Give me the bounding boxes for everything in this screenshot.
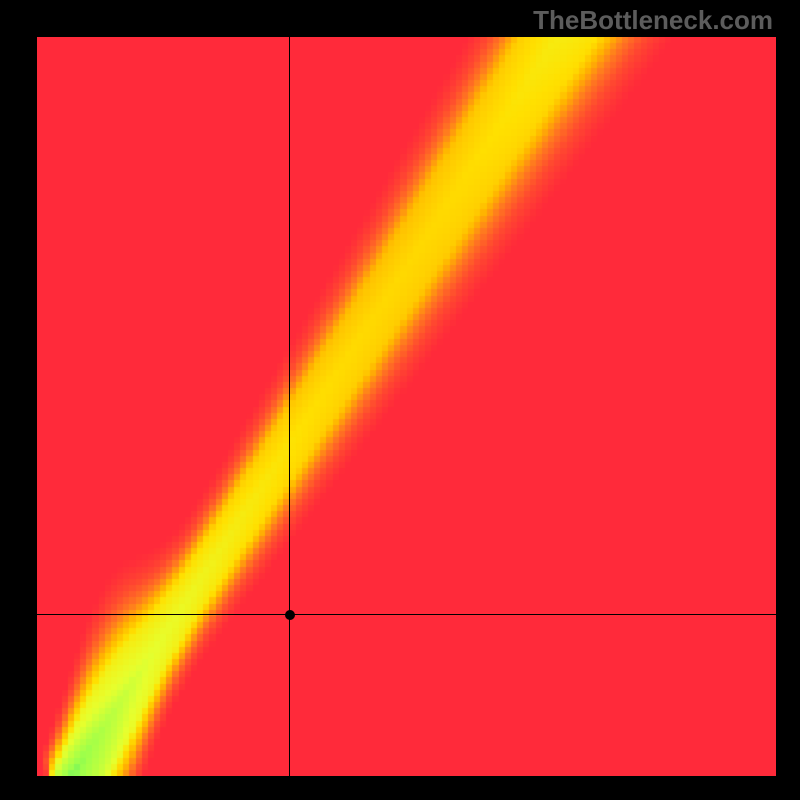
crosshair-horizontal	[37, 614, 776, 615]
watermark-text: TheBottleneck.com	[533, 5, 773, 36]
bottleneck-chart-container: TheBottleneck.com	[0, 0, 800, 800]
bottleneck-heatmap	[37, 37, 776, 776]
axis-line-bottom	[37, 776, 776, 778]
axis-line-left	[35, 37, 37, 776]
crosshair-vertical	[289, 37, 290, 776]
selection-marker-dot	[285, 610, 295, 620]
